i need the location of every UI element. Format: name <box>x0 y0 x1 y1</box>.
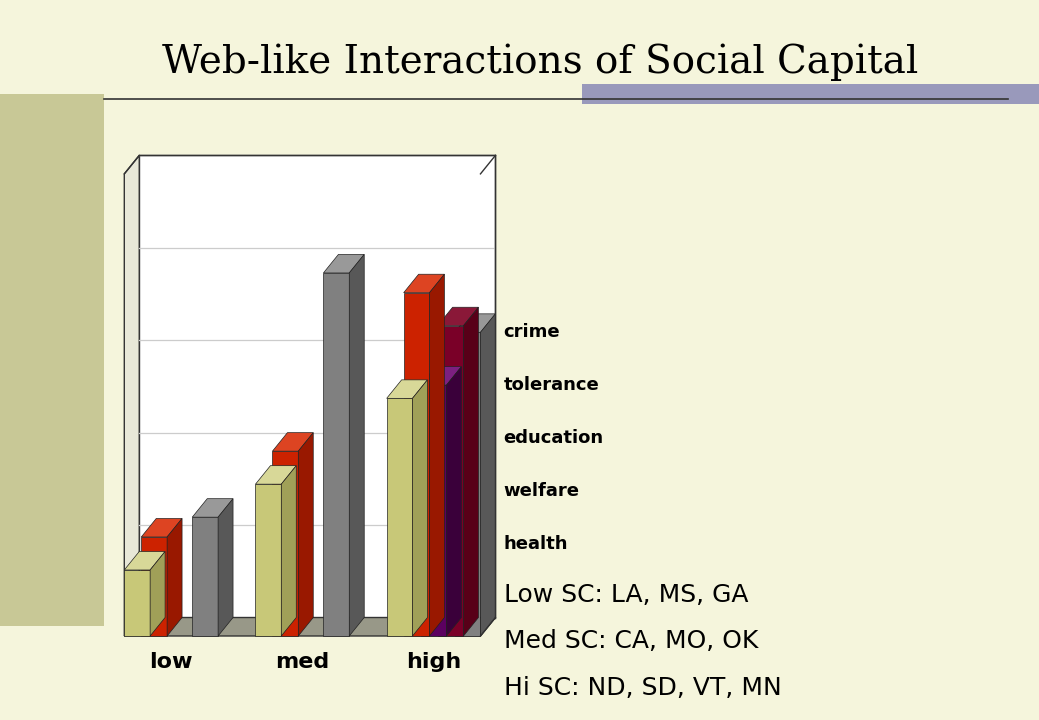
Text: low: low <box>150 652 193 672</box>
Polygon shape <box>387 380 427 398</box>
Text: crime: crime <box>504 323 560 341</box>
Polygon shape <box>404 293 429 636</box>
Text: med: med <box>275 652 329 672</box>
Polygon shape <box>272 451 298 636</box>
Polygon shape <box>437 325 463 636</box>
Polygon shape <box>455 333 480 636</box>
Polygon shape <box>323 273 349 636</box>
Polygon shape <box>463 307 478 636</box>
Polygon shape <box>421 385 447 636</box>
Polygon shape <box>421 366 461 385</box>
Polygon shape <box>125 570 150 636</box>
Polygon shape <box>404 274 445 293</box>
Text: Hi SC: ND, SD, VT, MN: Hi SC: ND, SD, VT, MN <box>504 675 781 700</box>
Text: tolerance: tolerance <box>504 376 600 394</box>
Polygon shape <box>455 314 496 333</box>
Polygon shape <box>125 552 165 570</box>
Polygon shape <box>125 618 496 636</box>
Polygon shape <box>437 307 478 325</box>
Polygon shape <box>141 518 182 537</box>
Text: education: education <box>504 429 604 447</box>
Polygon shape <box>387 398 412 636</box>
Polygon shape <box>192 499 233 517</box>
Polygon shape <box>349 254 365 636</box>
Polygon shape <box>218 499 233 636</box>
Polygon shape <box>141 537 167 636</box>
Text: Web-like Interactions of Social Capital: Web-like Interactions of Social Capital <box>162 43 918 81</box>
Polygon shape <box>429 274 445 636</box>
Polygon shape <box>256 466 296 484</box>
Text: high: high <box>406 652 461 672</box>
Polygon shape <box>139 156 496 618</box>
Polygon shape <box>167 518 182 636</box>
Polygon shape <box>480 314 496 636</box>
Polygon shape <box>323 254 365 273</box>
Polygon shape <box>192 517 218 636</box>
Text: Low SC: LA, MS, GA: Low SC: LA, MS, GA <box>504 583 748 607</box>
Text: welfare: welfare <box>504 482 580 500</box>
Polygon shape <box>256 484 282 636</box>
Polygon shape <box>447 366 461 636</box>
Text: health: health <box>504 534 568 552</box>
Polygon shape <box>150 552 165 636</box>
Text: Med SC: CA, MO, OK: Med SC: CA, MO, OK <box>504 629 757 653</box>
Polygon shape <box>272 433 313 451</box>
Polygon shape <box>412 380 427 636</box>
Polygon shape <box>282 466 296 636</box>
Polygon shape <box>125 156 139 636</box>
Polygon shape <box>298 433 313 636</box>
